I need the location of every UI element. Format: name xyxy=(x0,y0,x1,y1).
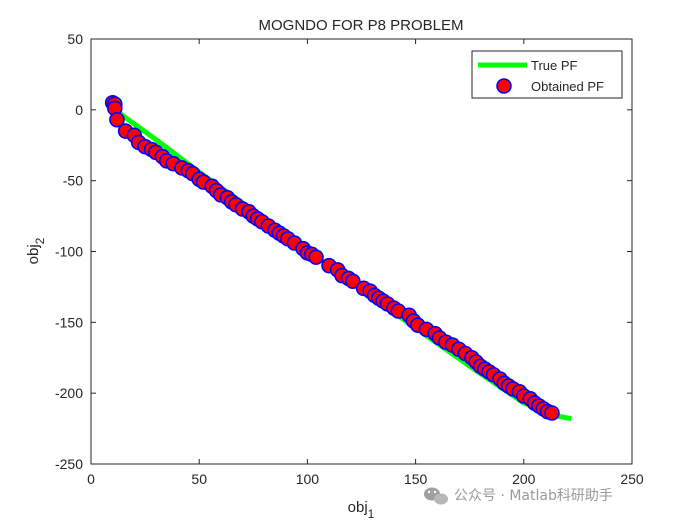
y-tick-label: 50 xyxy=(67,31,83,47)
obtained-pf-point xyxy=(345,273,361,290)
obtained-pf-point xyxy=(544,405,560,421)
y-tick-label: -150 xyxy=(55,314,83,330)
y-axis-label: obj2 xyxy=(25,237,47,264)
watermark-text: 公众号 · Matlab科研助手 xyxy=(454,488,613,504)
legend: True PF Obtained PF xyxy=(471,50,623,99)
x-tick-label: 50 xyxy=(191,471,207,487)
y-tick-label: -50 xyxy=(63,173,83,189)
y-tick-label: -100 xyxy=(55,244,83,260)
legend-box xyxy=(471,50,623,99)
x-tick-label: 100 xyxy=(296,471,320,487)
obtained-pf-point xyxy=(308,249,324,265)
wechat-icon xyxy=(424,487,448,505)
x-tick-label: 250 xyxy=(620,471,644,487)
legend-obtained-pf-label: Obtained PF xyxy=(531,79,604,94)
plot-area xyxy=(91,39,632,464)
y-tick-label: -200 xyxy=(55,385,83,401)
x-tick-label: 0 xyxy=(87,471,95,487)
y-tick-label: 0 xyxy=(75,102,83,118)
chart-title: MOGNDO FOR P8 PROBLEM xyxy=(258,17,463,34)
y-tick-label: -250 xyxy=(55,456,83,472)
obtained-pf-point xyxy=(109,111,125,128)
x-tick-label: 200 xyxy=(512,471,536,487)
x-axis-label: obj1 xyxy=(348,499,375,521)
x-tick-label: 150 xyxy=(404,471,428,487)
legend-obtained-pf-swatch xyxy=(496,78,512,94)
watermark: 公众号 · Matlab科研助手 xyxy=(424,487,613,505)
legend-true-pf-label: True PF xyxy=(531,58,578,73)
